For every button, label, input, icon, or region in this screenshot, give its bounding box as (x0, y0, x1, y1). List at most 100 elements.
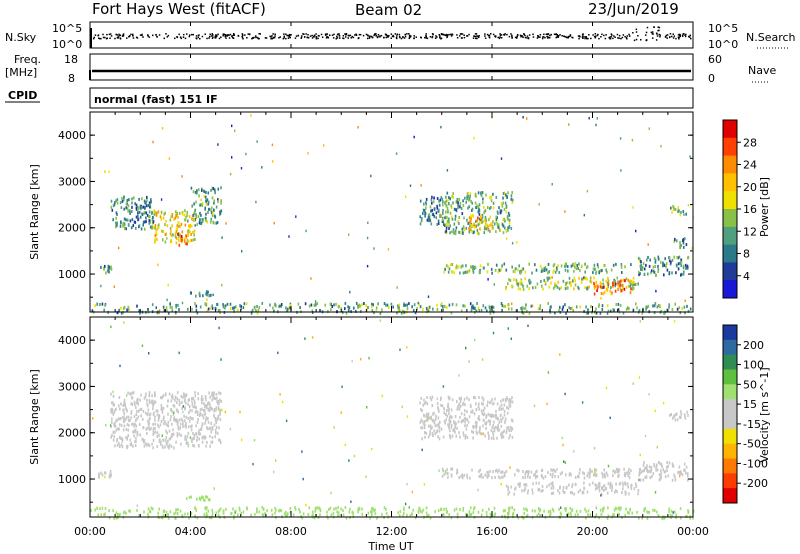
noise-cell (406, 346, 408, 349)
data-cell (421, 510, 423, 514)
data-cell (455, 434, 458, 438)
data-cell (299, 510, 301, 514)
data-cell (587, 308, 589, 312)
nsky-point (332, 37, 335, 39)
data-cell (431, 395, 434, 399)
data-cell (404, 303, 407, 307)
nsky-point (475, 33, 478, 35)
data-cell (337, 506, 339, 510)
data-cell (196, 439, 198, 442)
data-cell (216, 431, 219, 435)
nsky-point (233, 33, 235, 35)
nsky-point (532, 36, 535, 38)
noise-cell (550, 305, 552, 309)
noise-cell (593, 470, 596, 474)
data-cell (680, 516, 682, 520)
nsky-point (176, 36, 178, 38)
data-cell (397, 309, 400, 313)
nsky-point (508, 35, 511, 38)
data-cell (194, 208, 197, 212)
data-cell (169, 218, 172, 222)
nsky-point (617, 37, 619, 39)
noise-cell (113, 285, 115, 288)
data-cell (181, 238, 183, 242)
nsky-point (556, 35, 559, 38)
data-cell (136, 417, 138, 421)
data-cell (459, 400, 462, 404)
data-cell (671, 514, 674, 518)
data-cell (587, 471, 590, 475)
data-cell (217, 513, 220, 517)
data-cell (631, 286, 634, 290)
data-cell (607, 279, 610, 283)
data-cell (561, 307, 564, 311)
noise-cell (421, 448, 423, 452)
nsky-point (516, 34, 519, 36)
data-cell (443, 270, 445, 274)
data-cell (154, 224, 157, 228)
data-cell (455, 208, 457, 212)
data-cell (412, 508, 414, 512)
nsky-point (370, 35, 373, 38)
noise-cell (271, 143, 274, 147)
noise-cell (92, 417, 94, 420)
data-cell (442, 211, 444, 215)
data-cell (556, 285, 559, 289)
data-cell (502, 398, 504, 402)
data-cell (447, 199, 449, 203)
data-cell (468, 220, 471, 224)
data-cell (219, 210, 221, 214)
data-cell (133, 434, 135, 438)
data-cell (429, 424, 432, 428)
nsky-point (289, 34, 291, 37)
data-cell (490, 222, 492, 226)
nsky-point (476, 35, 478, 37)
data-cell (686, 514, 688, 518)
data-cell (454, 229, 457, 233)
nsky-point (287, 34, 290, 37)
data-cell (597, 265, 599, 269)
nsky-point (326, 33, 329, 35)
data-cell (438, 409, 440, 413)
noise-cell (495, 218, 498, 221)
data-cell (671, 258, 674, 262)
noise-cell (596, 312, 598, 315)
data-cell (505, 431, 508, 435)
data-cell (151, 399, 154, 403)
data-cell (160, 440, 162, 444)
nsky-point (625, 37, 628, 39)
data-cell (677, 267, 680, 271)
data-cell (187, 234, 189, 237)
nsky-point (609, 36, 611, 38)
data-cell (621, 271, 623, 274)
data-cell (687, 478, 689, 482)
data-cell (630, 279, 633, 283)
nsky-point (147, 35, 149, 37)
scatter-region (638, 460, 689, 482)
data-cell (630, 263, 632, 267)
nsky-point (197, 36, 200, 39)
data-cell (208, 516, 211, 520)
data-cell (192, 212, 195, 216)
data-cell (473, 396, 475, 399)
nsky-point (315, 33, 317, 35)
data-cell (156, 413, 159, 417)
nave-label: Nave (748, 64, 776, 77)
nsky-point (511, 34, 513, 37)
data-cell (166, 514, 168, 518)
data-cell (198, 188, 200, 192)
colorbar-tick-label: -50 (743, 438, 761, 451)
data-cell (581, 471, 584, 475)
data-cell (468, 269, 471, 273)
noise-cell (181, 175, 183, 178)
data-cell (154, 393, 156, 397)
data-cell (628, 307, 630, 311)
data-cell (179, 509, 182, 513)
nsky-point (158, 34, 161, 36)
data-cell (202, 495, 204, 499)
data-cell (118, 442, 120, 445)
data-cell (619, 304, 622, 307)
data-cell (601, 286, 604, 290)
